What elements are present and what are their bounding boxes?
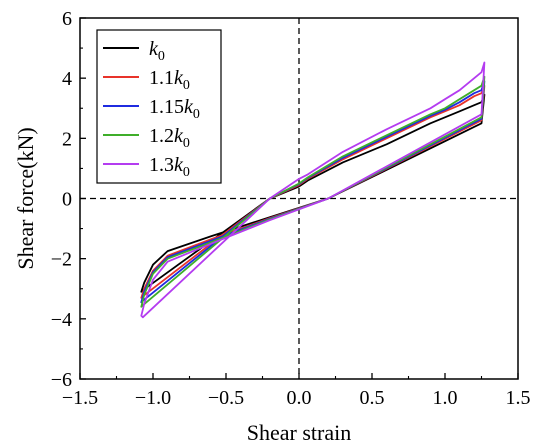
reference-lines — [80, 18, 518, 379]
x-tick-label: 0.0 — [287, 387, 312, 409]
series-line-1.2k0 — [140, 75, 486, 308]
series-line-1.1k0 — [140, 84, 486, 299]
y-tick-label: 6 — [62, 8, 72, 30]
y-tick-label: 4 — [62, 68, 72, 90]
x-tick-label: 0.5 — [360, 387, 385, 409]
series-line-k0 — [140, 93, 486, 293]
x-tick-label: 1.0 — [433, 387, 458, 409]
series-layer — [140, 61, 486, 319]
y-tick-label: −2 — [51, 249, 72, 271]
y-tick-label: 0 — [62, 189, 72, 211]
tick-labels: −1.5 −1.0 −0.5 0.0 0.5 1.0 1.5 −6 −4 −2 0 2 4 6 — [51, 8, 531, 409]
x-tick-label: 1.5 — [506, 387, 531, 409]
y-tick-label: −4 — [51, 309, 72, 331]
x-axis-title: Shear strain — [247, 420, 351, 445]
series-line-1.3k0 — [140, 61, 486, 319]
x-tick-label: −0.5 — [208, 387, 244, 409]
axis-ticks — [79, 17, 519, 380]
legend-label: k0 — [149, 38, 165, 64]
legend-label: 1.15k0 — [149, 96, 200, 122]
legend-label: 1.2k0 — [149, 125, 190, 151]
y-axis-title: Shear force(kN) — [13, 127, 38, 269]
series-line-1.15k0 — [140, 80, 486, 304]
y-tick-label: −6 — [51, 369, 72, 391]
x-tick-label: −1.0 — [135, 387, 171, 409]
x-tick-label: −1.5 — [62, 387, 98, 409]
y-tick-label: 2 — [62, 128, 72, 150]
